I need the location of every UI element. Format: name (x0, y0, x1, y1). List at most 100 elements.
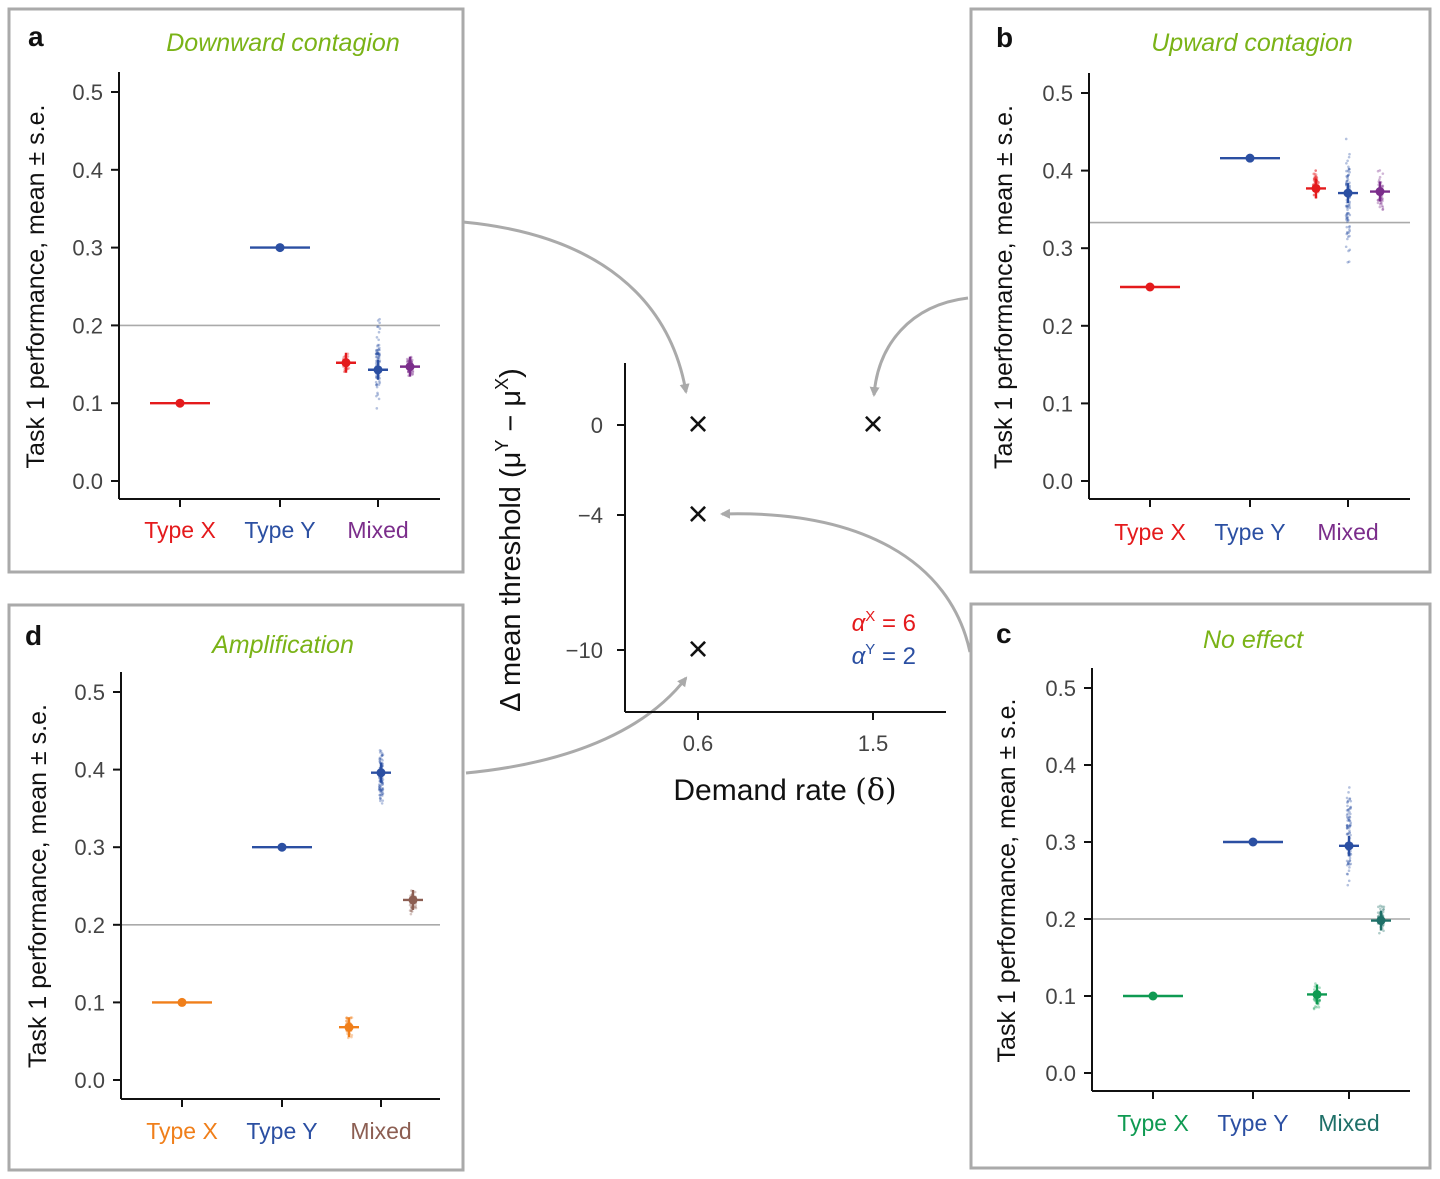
x-tick-label: Type X (144, 517, 216, 543)
panel-d: d Amplification Task 1 performance, mean … (7, 603, 465, 1172)
mean-point (277, 842, 287, 852)
replicate-point (1346, 218, 1350, 222)
panel-a-border (7, 7, 465, 574)
replicate-point (1345, 218, 1348, 221)
replicate-point (350, 1035, 353, 1039)
x-tick-label: Mixed (347, 517, 408, 543)
replicate-point (378, 785, 381, 789)
replicate-point (377, 356, 381, 360)
y-tick-label: 0.2 (1042, 314, 1073, 339)
replicate-point (1318, 998, 1321, 1002)
replicate-point (1346, 205, 1350, 209)
replicate-point (378, 760, 382, 764)
alpha-symbol: α (852, 643, 867, 670)
replicate-point (376, 351, 379, 355)
mean-point (1245, 153, 1255, 163)
replicate-point (1345, 213, 1349, 216)
replicate-point (374, 380, 378, 384)
replicate-point (1345, 872, 1349, 876)
replicate-point (1347, 791, 1350, 794)
panel-b: b Upward contagion Task 1 performance, me… (969, 7, 1432, 574)
replicate-point (377, 348, 380, 351)
alpha-value: = 2 (875, 643, 916, 670)
replicate-point (379, 789, 382, 793)
replicate-point (1346, 176, 1349, 180)
arrow-d-to-center (465, 676, 688, 775)
replicate-point (1345, 175, 1348, 178)
replicate-point (1379, 907, 1382, 911)
replicate-point (1378, 178, 1381, 181)
replicate-point (1380, 905, 1384, 909)
y-tick-label: 0.3 (1045, 830, 1076, 855)
ylabel-sup1: Y (492, 440, 512, 452)
replicate-point (376, 391, 379, 395)
mean-point (376, 768, 386, 778)
replicate-point (1345, 162, 1348, 165)
replicate-point (378, 756, 382, 760)
replicate-point (1348, 797, 1352, 801)
replicate-point (381, 790, 384, 793)
replicate-point (1349, 853, 1353, 856)
replicate-point (376, 325, 379, 329)
replicate-point (1347, 218, 1350, 222)
replicate-point (1348, 825, 1352, 828)
replicate-point (374, 355, 378, 359)
x-tick-label: Type Y (1217, 1110, 1288, 1136)
replicate-point (378, 348, 381, 352)
replicate-point (411, 370, 415, 374)
replicate-point (1345, 813, 1349, 817)
panel-c-letter: c (996, 618, 1012, 649)
replicate-point (379, 749, 383, 753)
replicate-point (381, 794, 384, 797)
replicate-point (1312, 1006, 1316, 1010)
replicate-point (1317, 1005, 1321, 1009)
arrow-a-to-center (462, 220, 690, 394)
replicate-point (1314, 175, 1318, 178)
replicate-point (411, 372, 415, 376)
replicate-point (378, 786, 381, 790)
replicate-point (375, 407, 379, 410)
replicate-point (380, 753, 384, 757)
replicate-point (1377, 905, 1380, 909)
replicate-point (1347, 826, 1351, 829)
replicate-point (1347, 860, 1350, 864)
replicate-point (1314, 169, 1318, 172)
ylabel-prefix: Δ mean threshold (μ (495, 452, 527, 712)
replicate-point (414, 905, 417, 909)
replicate-point (1348, 206, 1352, 210)
replicate-point (1346, 799, 1350, 803)
replicate-point (1347, 231, 1351, 234)
replicate-point (1348, 152, 1351, 156)
replicate-point (378, 346, 381, 350)
replicate-point (379, 799, 382, 803)
panel-title: Upward contagion (1151, 29, 1353, 57)
replicate-point (1345, 832, 1349, 836)
replicate-point (1381, 910, 1385, 914)
replicate-point (1318, 999, 1321, 1002)
panel-a-letter: a (28, 21, 44, 52)
replicate-point (376, 319, 380, 322)
replicate-point (1348, 815, 1352, 819)
replicate-point (1345, 826, 1349, 829)
replicate-point (1345, 824, 1349, 828)
replicate-point (1346, 862, 1350, 866)
replicate-point (1346, 808, 1350, 811)
replicate-point (1346, 824, 1349, 827)
replicate-point (1376, 201, 1380, 205)
mean-point (1145, 282, 1155, 292)
replicate-point (381, 788, 385, 791)
replicate-point (1345, 204, 1349, 208)
panel-c: c No effect Task 1 performance, mean ± s.… (969, 602, 1432, 1170)
replicate-point (378, 793, 382, 797)
replicate-point (1348, 786, 1351, 789)
replicate-point (1376, 169, 1380, 173)
replicate-point (375, 352, 378, 356)
mean-point (1343, 188, 1353, 198)
replicate-point (379, 788, 383, 792)
replicate-point (1314, 173, 1318, 176)
replicate-point (1346, 230, 1349, 234)
center-y-tick-label: −4 (578, 503, 603, 528)
replicate-point (379, 791, 382, 794)
mean-point (341, 358, 351, 368)
x-tick-label: Mixed (1318, 1110, 1379, 1136)
